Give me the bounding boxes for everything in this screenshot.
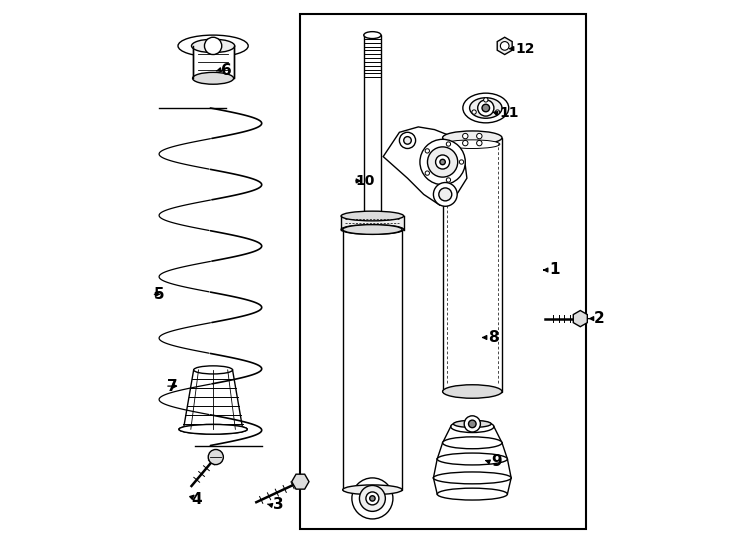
Circle shape	[205, 37, 222, 55]
Ellipse shape	[451, 421, 494, 433]
Circle shape	[462, 140, 468, 146]
Ellipse shape	[192, 39, 235, 52]
Ellipse shape	[470, 98, 502, 118]
Text: 8: 8	[489, 330, 499, 345]
Circle shape	[404, 137, 411, 144]
Bar	[443, 138, 502, 392]
Circle shape	[446, 178, 451, 182]
Text: 1: 1	[550, 262, 560, 278]
Ellipse shape	[364, 32, 381, 38]
Circle shape	[420, 139, 465, 185]
Bar	[341, 216, 404, 229]
Polygon shape	[291, 474, 309, 489]
Circle shape	[425, 148, 429, 153]
Ellipse shape	[179, 424, 247, 434]
Text: 4: 4	[192, 492, 202, 507]
Circle shape	[478, 100, 494, 116]
Circle shape	[440, 159, 446, 165]
Circle shape	[501, 42, 509, 50]
Bar	[343, 230, 402, 490]
Circle shape	[472, 110, 476, 114]
Bar	[299, 14, 586, 529]
Circle shape	[427, 147, 458, 177]
Polygon shape	[497, 37, 512, 55]
Circle shape	[459, 160, 464, 164]
Circle shape	[433, 183, 457, 206]
Ellipse shape	[194, 366, 233, 374]
Text: 9: 9	[491, 454, 502, 469]
Ellipse shape	[437, 488, 507, 500]
Ellipse shape	[178, 35, 248, 57]
Text: 2: 2	[594, 311, 605, 326]
Circle shape	[435, 155, 450, 169]
Circle shape	[482, 104, 490, 112]
Text: 5: 5	[153, 287, 164, 302]
Ellipse shape	[437, 453, 507, 465]
Bar	[192, 45, 233, 78]
Circle shape	[468, 420, 476, 428]
Text: 3: 3	[272, 497, 283, 512]
Ellipse shape	[341, 225, 404, 234]
Text: 12: 12	[515, 42, 535, 56]
Circle shape	[370, 496, 375, 501]
Ellipse shape	[443, 131, 502, 144]
Text: 7: 7	[167, 379, 178, 394]
Circle shape	[439, 188, 452, 201]
Ellipse shape	[343, 485, 402, 495]
Circle shape	[352, 478, 393, 519]
Circle shape	[360, 485, 385, 511]
Circle shape	[476, 140, 482, 146]
Polygon shape	[573, 310, 587, 327]
Circle shape	[366, 492, 379, 505]
Polygon shape	[383, 127, 467, 205]
Ellipse shape	[443, 384, 502, 399]
Circle shape	[464, 416, 480, 432]
Circle shape	[446, 142, 451, 146]
Circle shape	[399, 132, 415, 149]
Circle shape	[208, 449, 223, 464]
Ellipse shape	[341, 211, 404, 221]
Ellipse shape	[433, 472, 511, 484]
Ellipse shape	[192, 72, 233, 84]
Circle shape	[476, 133, 482, 139]
Circle shape	[425, 171, 429, 176]
Ellipse shape	[454, 420, 491, 428]
Text: 10: 10	[355, 174, 374, 188]
Circle shape	[462, 133, 468, 139]
Ellipse shape	[463, 93, 509, 123]
Ellipse shape	[443, 437, 502, 449]
Text: 6: 6	[221, 63, 232, 78]
Ellipse shape	[343, 225, 402, 234]
Circle shape	[495, 110, 500, 114]
Circle shape	[484, 98, 488, 102]
Ellipse shape	[179, 424, 247, 434]
Bar	[364, 35, 381, 230]
Ellipse shape	[445, 140, 500, 149]
Text: 11: 11	[499, 106, 519, 120]
